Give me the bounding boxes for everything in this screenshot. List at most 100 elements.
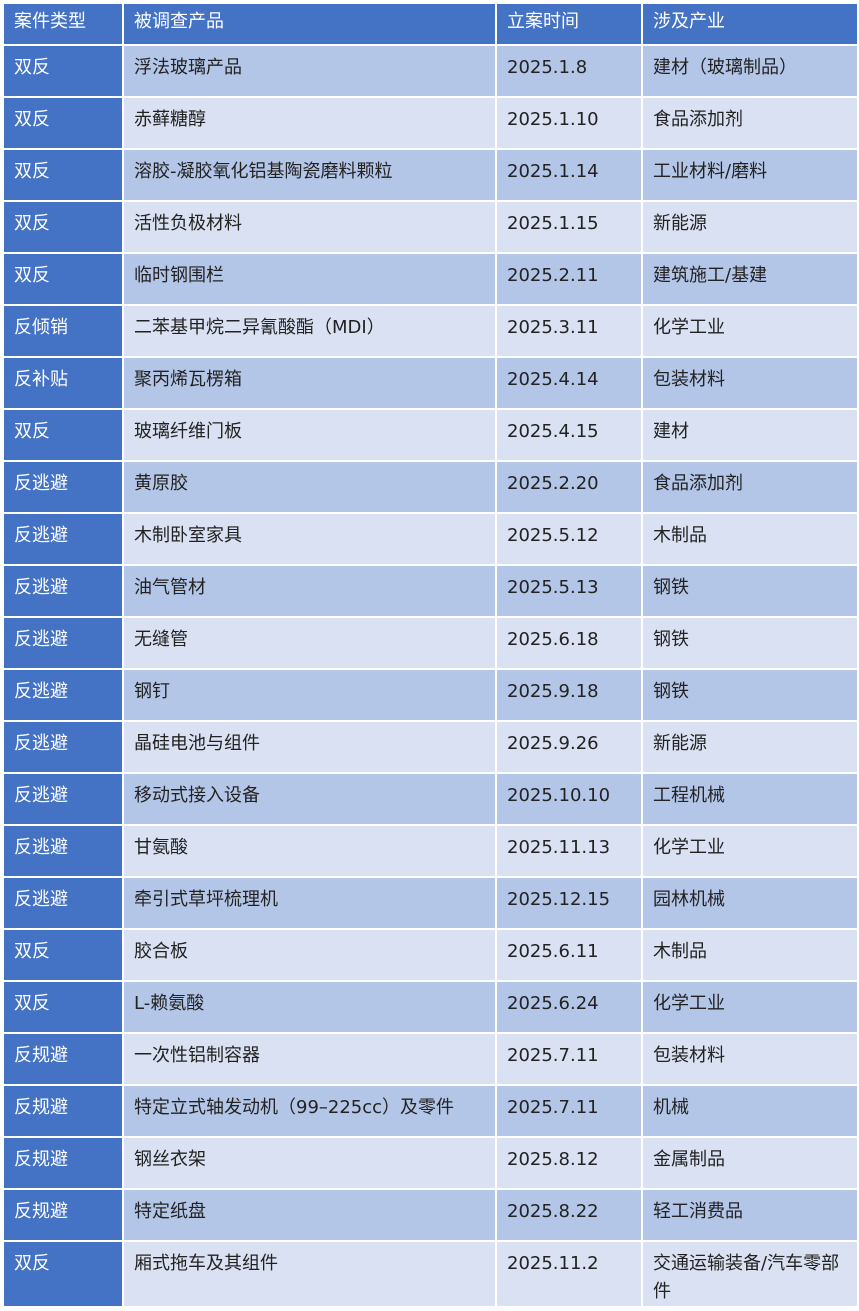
industry-cell: 建筑施工/基建 <box>641 252 859 306</box>
product-cell: 移动式接入设备 <box>122 772 497 826</box>
table-row: 反逃避 移动式接入设备 2025.10.10 工程机械 <box>2 772 859 826</box>
industry-cell: 新能源 <box>641 200 859 254</box>
industry-cell: 钢铁 <box>641 616 859 670</box>
case-type-cell: 反逃避 <box>2 668 124 722</box>
case-type-cell: 反逃避 <box>2 460 124 514</box>
date-cell: 2025.6.18 <box>495 616 643 670</box>
table-row: 反逃避 油气管材 2025.5.13 钢铁 <box>2 564 859 618</box>
case-type-cell: 反逃避 <box>2 772 124 826</box>
date-cell: 2025.4.14 <box>495 356 643 410</box>
table-row: 反逃避 甘氨酸 2025.11.13 化学工业 <box>2 824 859 878</box>
product-cell: 无缝管 <box>122 616 497 670</box>
table-row: 双反 浮法玻璃产品 2025.1.8 建材（玻璃制品） <box>2 44 859 98</box>
case-type-cell: 双反 <box>2 200 124 254</box>
case-type-cell: 双反 <box>2 1240 124 1308</box>
date-cell: 2025.1.14 <box>495 148 643 202</box>
date-cell: 2025.5.13 <box>495 564 643 618</box>
case-type-cell: 双反 <box>2 928 124 982</box>
case-type-cell: 反规避 <box>2 1136 124 1190</box>
date-cell: 2025.5.12 <box>495 512 643 566</box>
table-row: 反逃避 钢钉 2025.9.18 钢铁 <box>2 668 859 722</box>
industry-cell: 木制品 <box>641 512 859 566</box>
industry-cell: 工程机械 <box>641 772 859 826</box>
industry-cell: 化学工业 <box>641 304 859 358</box>
header-date: 立案时间 <box>495 2 643 46</box>
product-cell: 特定纸盘 <box>122 1188 497 1242</box>
product-cell: L-赖氨酸 <box>122 980 497 1034</box>
product-cell: 赤藓糖醇 <box>122 96 497 150</box>
product-cell: 胶合板 <box>122 928 497 982</box>
table-row: 双反 活性负极材料 2025.1.15 新能源 <box>2 200 859 254</box>
date-cell: 2025.10.10 <box>495 772 643 826</box>
industry-cell: 轻工消费品 <box>641 1188 859 1242</box>
date-cell: 2025.1.10 <box>495 96 643 150</box>
table-row: 反逃避 无缝管 2025.6.18 钢铁 <box>2 616 859 670</box>
product-cell: 二苯基甲烷二异氰酸酯（MDI） <box>122 304 497 358</box>
table-row: 双反 临时钢围栏 2025.2.11 建筑施工/基建 <box>2 252 859 306</box>
table-row: 反补贴 聚丙烯瓦楞箱 2025.4.14 包装材料 <box>2 356 859 410</box>
date-cell: 2025.9.18 <box>495 668 643 722</box>
table-row: 双反 胶合板 2025.6.11 木制品 <box>2 928 859 982</box>
industry-cell: 新能源 <box>641 720 859 774</box>
case-type-cell: 双反 <box>2 44 124 98</box>
product-cell: 活性负极材料 <box>122 200 497 254</box>
product-cell: 聚丙烯瓦楞箱 <box>122 356 497 410</box>
header-row: 案件类型 被调查产品 立案时间 涉及产业 <box>2 2 859 46</box>
industry-cell: 金属制品 <box>641 1136 859 1190</box>
case-type-cell: 反逃避 <box>2 824 124 878</box>
industry-cell: 化学工业 <box>641 824 859 878</box>
table-row: 反倾销 二苯基甲烷二异氰酸酯（MDI） 2025.3.11 化学工业 <box>2 304 859 358</box>
industry-cell: 工业材料/磨料 <box>641 148 859 202</box>
case-type-cell: 反规避 <box>2 1188 124 1242</box>
product-cell: 木制卧室家具 <box>122 512 497 566</box>
case-type-cell: 双反 <box>2 148 124 202</box>
product-cell: 浮法玻璃产品 <box>122 44 497 98</box>
industry-cell: 交通运输装备/汽车零部件 <box>641 1240 859 1308</box>
industry-cell: 包装材料 <box>641 356 859 410</box>
case-type-cell: 双反 <box>2 96 124 150</box>
header-case-type: 案件类型 <box>2 2 124 46</box>
table-row: 反逃避 黄原胶 2025.2.20 食品添加剂 <box>2 460 859 514</box>
product-cell: 临时钢围栏 <box>122 252 497 306</box>
product-cell: 牵引式草坪梳理机 <box>122 876 497 930</box>
table-row: 反逃避 牵引式草坪梳理机 2025.12.15 园林机械 <box>2 876 859 930</box>
date-cell: 2025.8.22 <box>495 1188 643 1242</box>
header-industry: 涉及产业 <box>641 2 859 46</box>
product-cell: 溶胶-凝胶氧化铝基陶瓷磨料颗粒 <box>122 148 497 202</box>
product-cell: 钢丝衣架 <box>122 1136 497 1190</box>
industry-cell: 机械 <box>641 1084 859 1138</box>
case-type-cell: 反逃避 <box>2 512 124 566</box>
date-cell: 2025.7.11 <box>495 1084 643 1138</box>
table-row: 反逃避 晶硅电池与组件 2025.9.26 新能源 <box>2 720 859 774</box>
product-cell: 一次性铝制容器 <box>122 1032 497 1086</box>
case-type-cell: 反逃避 <box>2 616 124 670</box>
case-type-cell: 反补贴 <box>2 356 124 410</box>
date-cell: 2025.11.13 <box>495 824 643 878</box>
table-row: 双反 赤藓糖醇 2025.1.10 食品添加剂 <box>2 96 859 150</box>
product-cell: 钢钉 <box>122 668 497 722</box>
date-cell: 2025.7.11 <box>495 1032 643 1086</box>
date-cell: 2025.6.11 <box>495 928 643 982</box>
table-row: 双反 厢式拖车及其组件 2025.11.2 交通运输装备/汽车零部件 <box>2 1240 859 1308</box>
table-row: 反规避 特定纸盘 2025.8.22 轻工消费品 <box>2 1188 859 1242</box>
industry-cell: 钢铁 <box>641 564 859 618</box>
case-type-cell: 反倾销 <box>2 304 124 358</box>
date-cell: 2025.1.8 <box>495 44 643 98</box>
date-cell: 2025.9.26 <box>495 720 643 774</box>
table-row: 反逃避 木制卧室家具 2025.5.12 木制品 <box>2 512 859 566</box>
industry-cell: 建材 <box>641 408 859 462</box>
industry-cell: 钢铁 <box>641 668 859 722</box>
industry-cell: 园林机械 <box>641 876 859 930</box>
date-cell: 2025.2.20 <box>495 460 643 514</box>
case-type-cell: 双反 <box>2 980 124 1034</box>
date-cell: 2025.2.11 <box>495 252 643 306</box>
industry-cell: 木制品 <box>641 928 859 982</box>
product-cell: 玻璃纤维门板 <box>122 408 497 462</box>
date-cell: 2025.6.24 <box>495 980 643 1034</box>
date-cell: 2025.4.15 <box>495 408 643 462</box>
case-type-cell: 反逃避 <box>2 876 124 930</box>
industry-cell: 建材（玻璃制品） <box>641 44 859 98</box>
case-type-cell: 双反 <box>2 408 124 462</box>
date-cell: 2025.12.15 <box>495 876 643 930</box>
table-row: 双反 玻璃纤维门板 2025.4.15 建材 <box>2 408 859 462</box>
